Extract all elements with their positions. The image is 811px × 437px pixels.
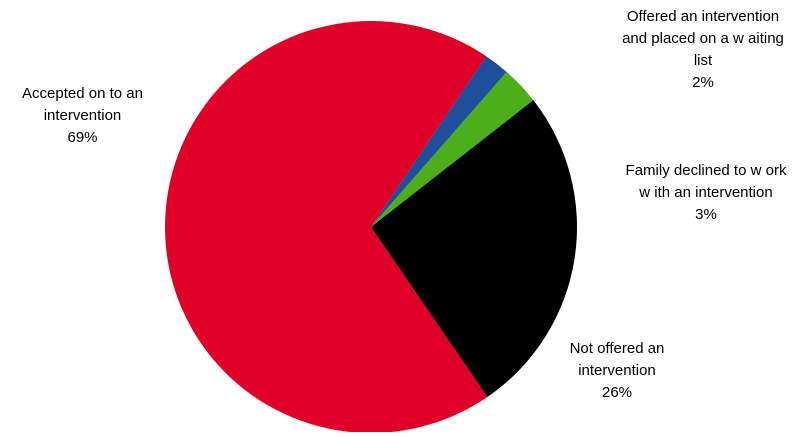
slice-label-not-offered-line-2: intervention xyxy=(578,362,656,379)
slice-value-family-declined: 3% xyxy=(695,206,717,223)
slice-label-waiting-list-line-3: list xyxy=(693,52,713,69)
slice-label-accepted-line-2: intervention xyxy=(43,107,122,124)
slice-label-waiting-list-line-2: and placed on a w aiting xyxy=(622,30,784,47)
slice-label-family-declined-line-1: Family declined to w ork xyxy=(625,162,787,179)
slice-value-waiting-list: 2% xyxy=(692,74,714,91)
slice-waiting-list xyxy=(371,56,507,227)
slice-label-family-declined-line-2: w ith an intervention xyxy=(639,184,773,201)
slice-label-family-declined: Family declined to w ork w ith an interv… xyxy=(586,160,811,226)
slice-label-not-offered-line-1: Not offered an xyxy=(569,340,665,357)
slice-value-not-offered: 26% xyxy=(601,384,633,401)
slice-accepted xyxy=(165,21,488,434)
slice-not-offered xyxy=(371,100,577,397)
slice-label-not-offered: Not offered an intervention 26% xyxy=(537,338,697,404)
slice-family-declined xyxy=(371,72,534,227)
slice-value-accepted: 69% xyxy=(67,129,98,146)
slice-label-waiting-list-line-1: Offered an intervention xyxy=(626,8,780,25)
slice-label-accepted-line-1: Accepted on to an xyxy=(22,85,143,102)
slice-label-waiting-list: Offered an intervention and placed on a … xyxy=(583,6,811,94)
slice-label-accepted: Accepted on to an intervention 69% xyxy=(0,83,165,149)
